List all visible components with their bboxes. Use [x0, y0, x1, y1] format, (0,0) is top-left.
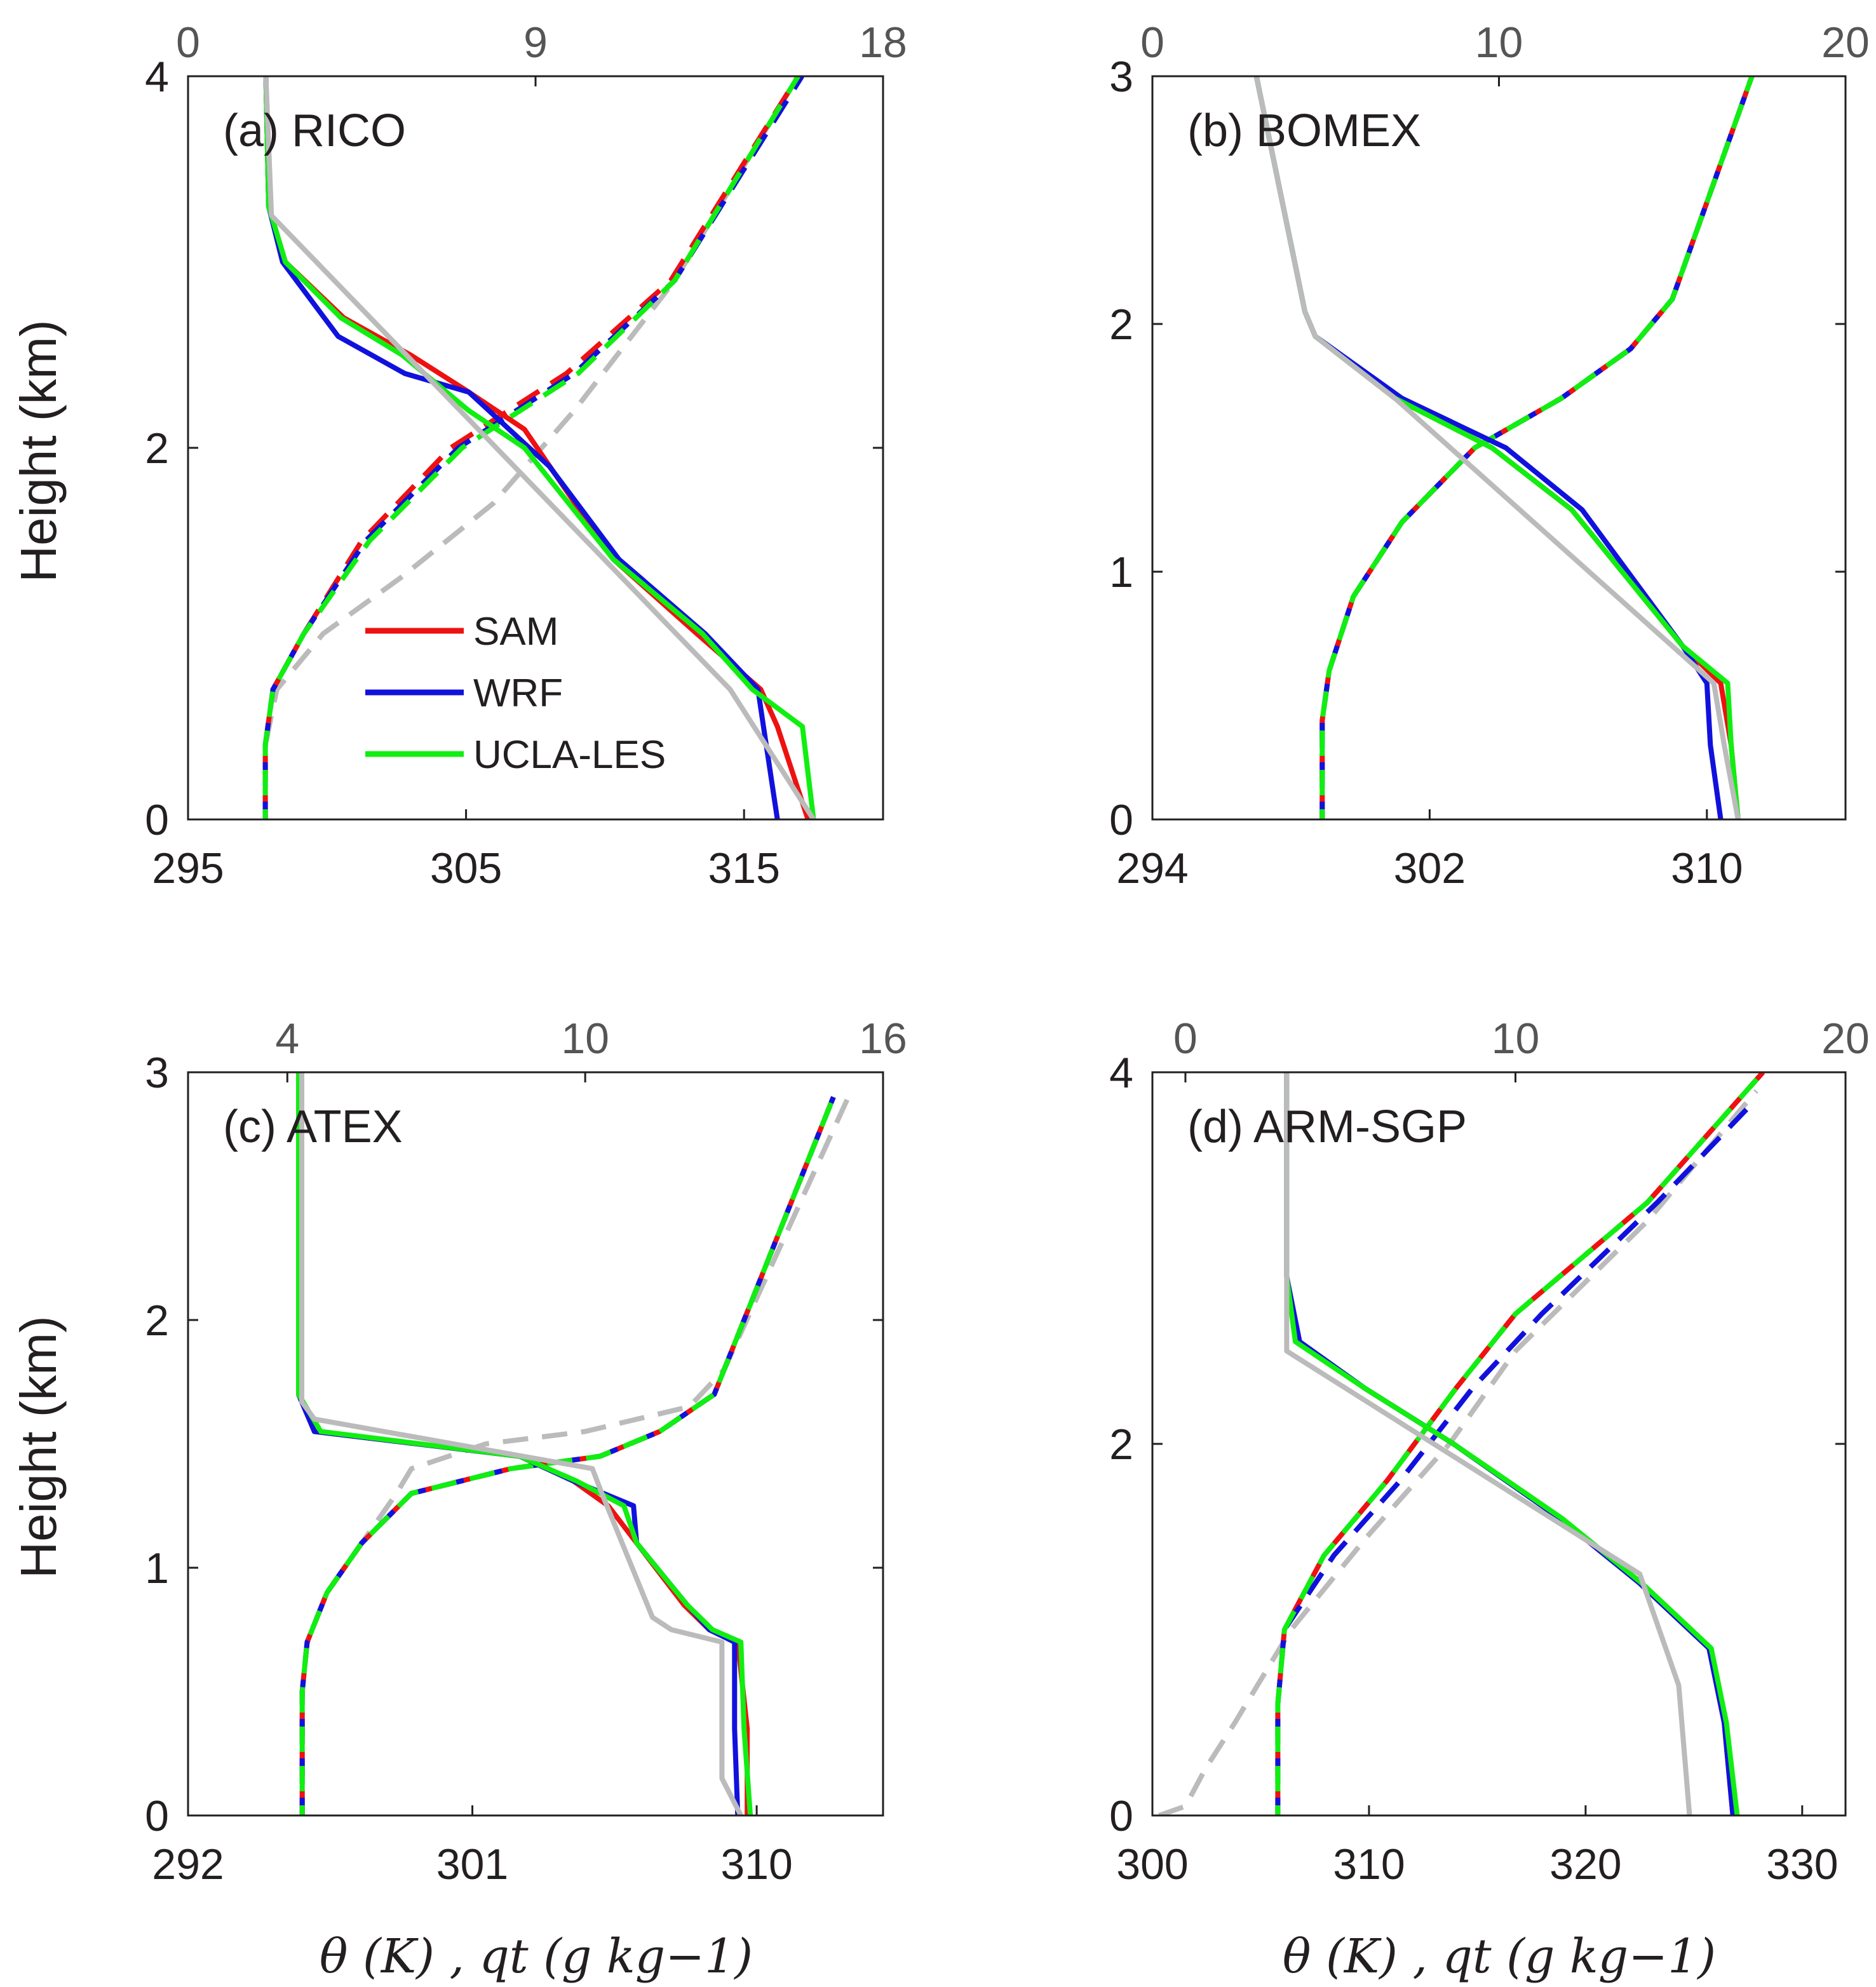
qt-reference-line [1319, 76, 1755, 819]
theta-line-ucla-les [296, 1072, 753, 1815]
qt-tick-label: 0 [176, 18, 200, 67]
xlabel-left: θ (K) , qt (g kg−1) [320, 1929, 753, 1984]
legend-label-ucla-les: UCLA-LES [473, 733, 666, 777]
y-tick-label: 0 [145, 796, 169, 844]
theta-tick-label: 302 [1394, 844, 1466, 892]
qt-tick-label: 0 [1173, 1014, 1198, 1063]
theta-line-wrf [296, 1072, 741, 1815]
qt-line-wrf [1275, 1107, 1748, 1815]
theta-reference-line [263, 76, 816, 819]
qt-tick-label: 0 [1140, 18, 1164, 67]
qt-tick-label: 18 [859, 18, 907, 67]
theta-tick-label: 315 [708, 844, 779, 892]
theta-tick-label: 330 [1766, 1840, 1838, 1889]
qt-reference-line [1158, 1089, 1758, 1815]
theta-reference-line [1253, 76, 1741, 819]
y-tick-label: 1 [1109, 548, 1133, 596]
y-tick-label: 3 [145, 1049, 169, 1097]
y-tick-label: 2 [145, 1297, 169, 1345]
qt-tick-label: 10 [1492, 1014, 1540, 1063]
curves-0 [262, 76, 816, 819]
xlabel-right: θ (K) , qt (g kg−1) [1283, 1929, 1716, 1984]
theta-tick-label: 295 [152, 844, 224, 892]
panel-title: (d) ARM-SGP [1187, 1101, 1467, 1152]
qt-line-sam [299, 1096, 836, 1815]
panel-0: 0 2 4 295 305 315 0 9 18 (a) RICO SAM WRF UCLA-LES [145, 18, 907, 892]
qt-tick-label: 20 [1821, 18, 1870, 67]
y-tick-label: 3 [1109, 53, 1133, 101]
theta-tick-label: 292 [152, 1840, 224, 1889]
theta-tick-label: 310 [720, 1840, 792, 1889]
y-tick-label: 1 [145, 1544, 169, 1593]
plot-frame [1151, 75, 1847, 821]
theta-reference-line [1284, 1072, 1692, 1815]
qt-line-wrf [1319, 76, 1755, 819]
qt-reference-line [299, 1096, 851, 1815]
qt-line-ucla-les [262, 76, 800, 819]
panel-title: (b) BOMEX [1187, 105, 1421, 156]
legend-label-wrf: WRF [473, 671, 563, 715]
qt-line-ucla-les [299, 1096, 836, 1815]
theta-reference-line [299, 1072, 743, 1815]
theta-tick-label: 310 [1333, 1840, 1405, 1889]
curves-3 [1158, 1072, 1765, 1815]
panel-1: 0 1 2 3 294 302 310 0 10 20 (b) BOMEX [1109, 18, 1870, 892]
panel-title: (c) ATEX [223, 1101, 403, 1152]
curves-2 [296, 1072, 851, 1815]
theta-line-sam [1253, 76, 1741, 819]
theta-tick-label: 305 [430, 844, 502, 892]
theta-tick-label: 310 [1671, 844, 1743, 892]
legend: SAM WRF UCLA-LES [365, 610, 666, 777]
qt-line-sam [1275, 1072, 1765, 1815]
ylabel-top: Height (km) [10, 320, 67, 582]
qt-line-sam [1319, 76, 1755, 819]
ylabel-bottom: Height (km) [10, 1316, 67, 1578]
y-tick-label: 0 [145, 1792, 169, 1840]
y-tick-label: 0 [1109, 796, 1133, 844]
panel-title: (a) RICO [223, 105, 406, 156]
theta-line-ucla-les [263, 76, 816, 819]
panels-group: 0 2 4 295 305 315 0 9 18 (a) RICO SAM WRF UCLA-LES 0 1… [145, 18, 1870, 1889]
qt-line-ucla-les [1275, 1072, 1765, 1815]
legend-label-sam: SAM [473, 610, 558, 654]
theta-tick-label: 294 [1116, 844, 1188, 892]
plot-frame [187, 1071, 884, 1817]
qt-tick-label: 4 [275, 1014, 299, 1063]
qt-tick-label: 9 [523, 18, 548, 67]
y-tick-label: 0 [1109, 1792, 1133, 1840]
theta-tick-label: 320 [1549, 1840, 1621, 1889]
qt-tick-label: 10 [1475, 18, 1523, 67]
theta-line-sam [296, 1072, 750, 1815]
y-tick-label: 2 [145, 424, 169, 473]
y-tick-label: 2 [1109, 300, 1133, 349]
qt-line-ucla-les [1319, 76, 1755, 819]
qt-line-wrf [299, 1096, 836, 1815]
qt-tick-label: 20 [1821, 1014, 1870, 1063]
qt-tick-label: 16 [859, 1014, 907, 1063]
theta-line-ucla-les [1253, 76, 1741, 819]
y-tick-label: 2 [1109, 1420, 1133, 1469]
curves-1 [1253, 76, 1755, 819]
y-tick-label: 4 [1109, 1049, 1133, 1097]
theta-tick-label: 300 [1116, 1840, 1188, 1889]
panel-2: 0 1 2 3 292 301 310 4 10 16 (c) ATEX [145, 1014, 907, 1889]
qt-tick-label: 10 [561, 1014, 609, 1063]
plot-frame [1151, 1071, 1847, 1817]
panel-3: 0 2 4 300 310 320 330 0 10 20 (d) ARM-SGP [1109, 1014, 1870, 1889]
theta-line-ucla-les [1284, 1072, 1740, 1815]
theta-tick-label: 301 [436, 1840, 508, 1889]
y-tick-label: 4 [145, 53, 169, 101]
